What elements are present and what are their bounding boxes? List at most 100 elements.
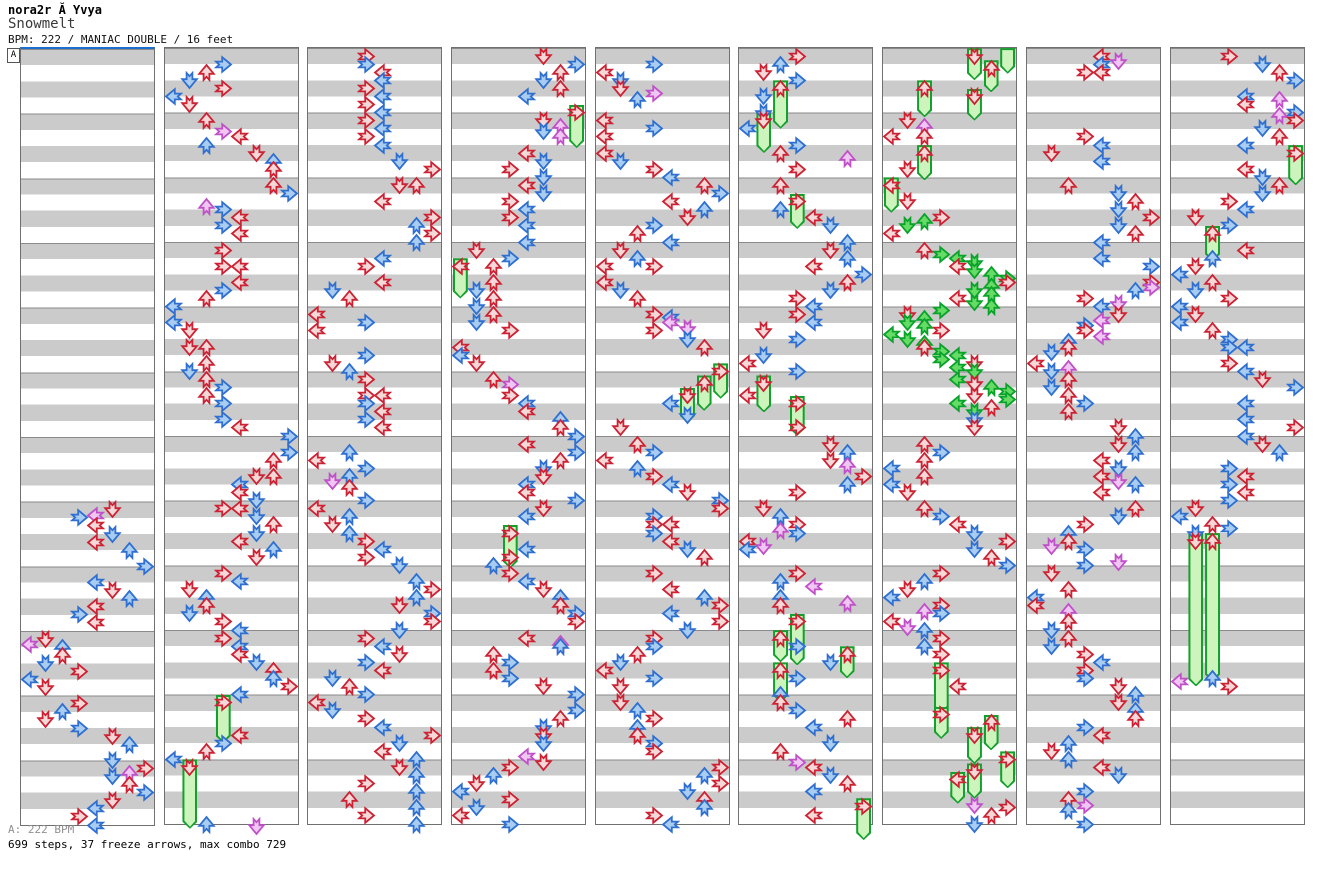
- note-arrow-left: [517, 483, 537, 502]
- note-arrow-left: [1092, 451, 1112, 470]
- note-arrow-right: [136, 557, 155, 576]
- note-arrow-down: [898, 580, 918, 599]
- note-arrow-right: [787, 669, 807, 688]
- note-arrow-right: [931, 628, 951, 648]
- note-arrow-left: [517, 434, 537, 454]
- note-arrow-right: [931, 301, 951, 320]
- note-arrow-right: [213, 240, 233, 260]
- note-arrow-up: [1203, 224, 1222, 244]
- note-arrow-right: [136, 759, 155, 778]
- note-arrow-down: [821, 652, 840, 672]
- note-arrow-right: [787, 289, 807, 308]
- note-arrow-up: [771, 693, 790, 713]
- note-arrow-down: [754, 345, 774, 365]
- note-arrow-down: [247, 143, 266, 163]
- note-arrow-down: [965, 814, 984, 834]
- note-arrow-right: [644, 321, 664, 341]
- note-arrow-left: [882, 459, 901, 478]
- note-arrow-up: [119, 735, 139, 754]
- note-arrow-right: [356, 548, 376, 567]
- note-arrow-down: [611, 240, 631, 260]
- note-arrow-down: [534, 733, 553, 753]
- note-arrow-left: [451, 782, 470, 801]
- note-arrow-right: [567, 491, 586, 510]
- note-arrow-down: [534, 111, 553, 130]
- note-arrow-right: [787, 305, 807, 324]
- note-arrow-up: [628, 224, 647, 244]
- note-arrow-down: [1109, 677, 1128, 696]
- note-arrow-right: [998, 750, 1017, 769]
- note-arrow-down: [898, 159, 918, 179]
- note-arrow-up: [1059, 612, 1078, 632]
- freeze-arrow-fill: [715, 365, 726, 396]
- freeze-arrow-fill: [792, 398, 803, 434]
- note-arrow-right: [1219, 491, 1239, 510]
- note-arrow-down: [965, 87, 984, 106]
- note-arrow-up: [1125, 192, 1145, 212]
- note-arrow-up: [628, 645, 647, 664]
- note-arrow-right: [69, 605, 89, 625]
- note-arrow-left: [517, 572, 537, 591]
- note-arrow-right: [213, 378, 233, 397]
- note-arrow-right: [787, 46, 807, 66]
- note-arrow-up: [197, 596, 216, 616]
- note-arrow-up: [263, 176, 283, 195]
- note-arrow-left: [661, 192, 681, 211]
- note-arrow-down: [1186, 523, 1206, 543]
- note-arrow-left: [451, 345, 470, 365]
- note-arrow-up: [915, 435, 934, 454]
- note-arrow-up: [197, 815, 216, 834]
- note-arrow-up: [915, 317, 934, 337]
- note-arrow-left: [517, 507, 537, 527]
- note-arrow-right: [711, 184, 730, 203]
- note-arrow-right: [500, 160, 520, 179]
- note-arrow-down: [390, 757, 409, 777]
- note-arrow-down: [247, 507, 266, 526]
- note-arrow-down: [323, 353, 343, 373]
- note-arrow-up: [340, 790, 359, 810]
- note-arrow-down: [678, 406, 697, 425]
- note-arrow-up: [1125, 224, 1145, 244]
- note-arrow-right: [213, 200, 233, 219]
- note-arrow-left: [882, 325, 901, 345]
- note-arrow-left: [86, 597, 106, 616]
- note-arrow-right: [567, 442, 586, 462]
- note-arrow-left: [373, 636, 393, 656]
- note-arrow-down: [323, 669, 343, 688]
- note-arrow-up: [1125, 475, 1145, 494]
- note-arrow-right: [213, 79, 233, 98]
- note-arrow-up: [484, 289, 503, 309]
- note-arrow-up: [1125, 499, 1145, 519]
- freeze-arrow-fill: [842, 648, 853, 676]
- note-arrow-up: [1203, 515, 1222, 535]
- note-arrow-up: [694, 176, 714, 195]
- note-arrow-up: [1125, 427, 1145, 446]
- note-arrow-left: [164, 313, 183, 333]
- note-arrow-right: [567, 54, 586, 74]
- note-arrow-left: [595, 143, 614, 163]
- note-arrow-up: [263, 467, 283, 486]
- note-arrow-up: [915, 212, 934, 232]
- note-arrow-up: [694, 548, 714, 567]
- note-arrow-up: [837, 443, 857, 462]
- freeze-arrow-fill: [775, 82, 786, 126]
- note-arrow-up: [837, 645, 857, 664]
- note-arrow-down: [1109, 200, 1128, 219]
- note-arrow-left: [661, 604, 681, 624]
- note-arrow-up: [771, 661, 790, 680]
- note-arrow-up: [771, 200, 790, 220]
- note-arrow-left: [373, 418, 393, 438]
- note-arrow-up: [484, 370, 503, 389]
- note-arrow-right: [1075, 127, 1095, 147]
- freeze-arrow-fill: [952, 774, 963, 802]
- note-arrow-left: [1170, 313, 1189, 333]
- note-arrow-left: [1092, 327, 1112, 346]
- note-arrow-down: [821, 766, 840, 785]
- note-arrow-right: [787, 636, 807, 656]
- note-arrow-down: [534, 677, 553, 696]
- note-arrow-down: [1186, 208, 1206, 227]
- note-arrow-right: [356, 79, 376, 98]
- note-arrow-right: [213, 216, 233, 236]
- freeze-arrow-fill: [936, 709, 947, 737]
- note-arrow-right: [644, 305, 664, 324]
